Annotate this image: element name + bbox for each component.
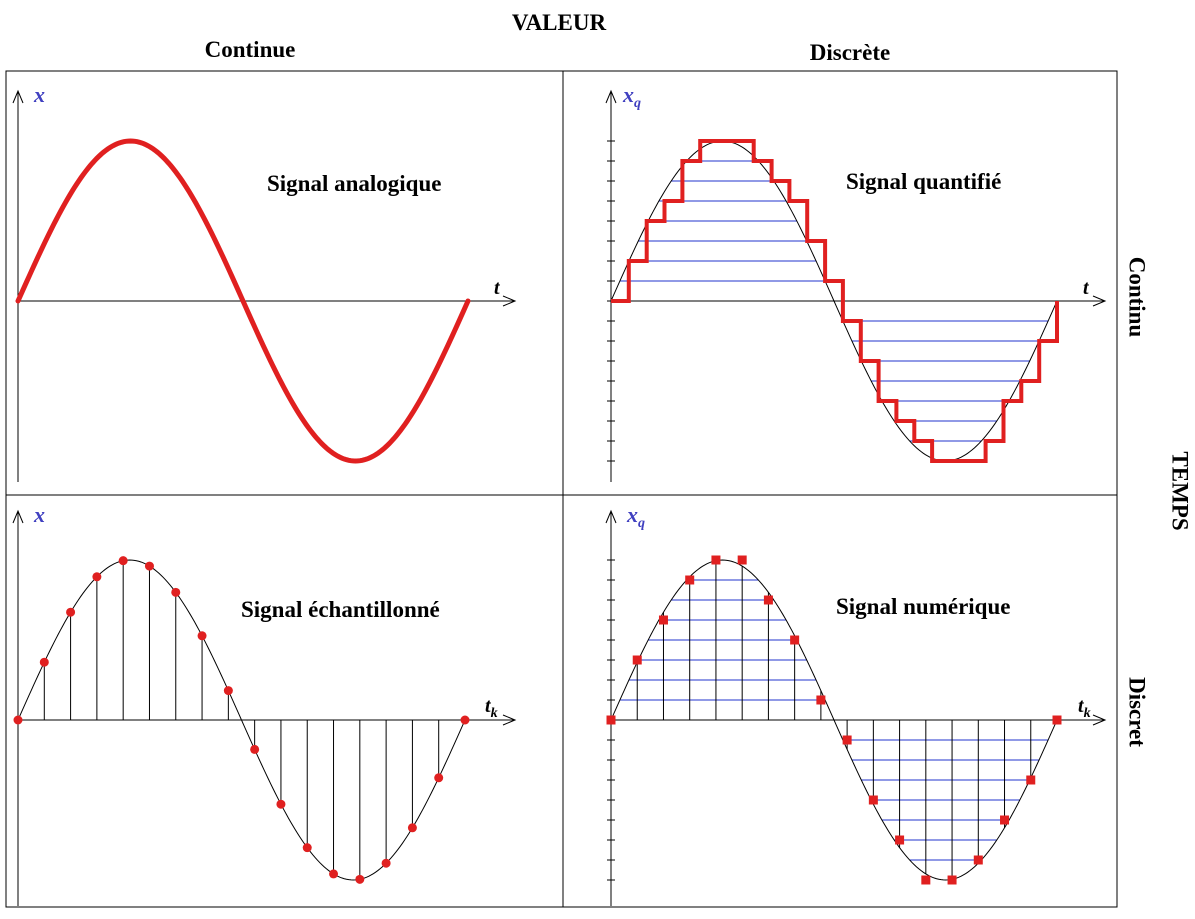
digital-sample-point (632, 655, 642, 665)
panel-title: Signal analogique (267, 171, 441, 196)
sampled-signal-panel: x tk Signal échantillonné (12, 502, 517, 906)
y-axis-ticks (607, 140, 615, 462)
sample-point (92, 572, 102, 582)
digital-sample-point (947, 875, 957, 885)
y-axis-label: xq (622, 82, 641, 111)
digital-sample-point (763, 595, 773, 605)
panel-title: Signal numérique (836, 594, 1010, 619)
sample-point (276, 799, 286, 809)
axes (605, 89, 1107, 482)
x-axis-label: t (1083, 277, 1090, 299)
y-axis-arrow (605, 509, 617, 524)
sample-point (223, 686, 233, 696)
digital-sample-point (1026, 775, 1036, 785)
analog-signal-panel: x t Signal analogique (12, 82, 517, 482)
x-axis-label: t (494, 277, 501, 299)
continuous-value-column-label: Continue (204, 37, 296, 62)
axes (605, 509, 1107, 906)
digital-sample-points (606, 555, 1062, 885)
sample-point (329, 869, 339, 879)
outer-frame (5, 70, 1118, 908)
value-axis-title: VALEUR (511, 10, 607, 35)
digital-sample-point (737, 555, 747, 565)
sample-point (434, 773, 444, 783)
digital-sample-point (973, 855, 983, 865)
x-axis-arrow (502, 714, 517, 726)
quantized-staircase (611, 139, 1059, 463)
sample-point (302, 843, 312, 853)
digital-sample-point (711, 555, 721, 565)
x-axis-label: tk (1078, 695, 1091, 721)
quantized-signal-panel: xq t Signal quantifié (605, 82, 1107, 482)
panel-title: Signal échantillonné (241, 597, 440, 622)
analog-signal-curve (15, 138, 471, 464)
x-axis-arrow (1092, 714, 1107, 726)
digital-sample-point (1052, 715, 1062, 725)
x-axis-arrow (502, 295, 517, 307)
sample-point (66, 607, 76, 617)
reference-sine-curve (17, 559, 466, 881)
digital-sample-point (816, 695, 826, 705)
sample-point (171, 587, 181, 597)
digital-sample-point (921, 875, 931, 885)
sample-point (144, 561, 154, 571)
digital-sample-point (868, 795, 878, 805)
panel-title: Signal quantifié (846, 169, 1001, 194)
discrete-value-column-label: Discrète (809, 40, 891, 65)
y-axis-label: x (33, 82, 45, 107)
sample-point (13, 715, 23, 725)
sample-stems (43, 560, 440, 880)
sample-point (381, 858, 391, 868)
sample-point (460, 715, 470, 725)
digital-sample-point (842, 735, 852, 745)
y-axis-label: xq (626, 502, 645, 531)
sample-point (197, 631, 207, 641)
digital-signal-panel: xq tk Signal numérique (605, 502, 1107, 906)
digital-sample-point (685, 575, 695, 585)
digital-sample-point (790, 635, 800, 645)
sample-points (13, 556, 470, 884)
x-axis-arrow (1092, 295, 1107, 307)
sample-point (407, 823, 417, 833)
axes (12, 509, 517, 906)
y-axis-arrow (12, 509, 24, 524)
y-axis-arrow (605, 89, 617, 104)
y-axis-label: x (33, 502, 45, 527)
digital-sample-point (606, 715, 616, 725)
digital-sample-point (658, 615, 668, 625)
sample-point (250, 744, 260, 754)
y-axis-arrow (12, 89, 24, 104)
sample-point (355, 874, 365, 884)
sample-point (39, 657, 49, 667)
digital-sample-point (1000, 815, 1010, 825)
axes (12, 89, 517, 482)
digital-sample-point (895, 835, 905, 845)
sample-point (118, 556, 128, 566)
x-axis-label: tk (485, 695, 498, 721)
